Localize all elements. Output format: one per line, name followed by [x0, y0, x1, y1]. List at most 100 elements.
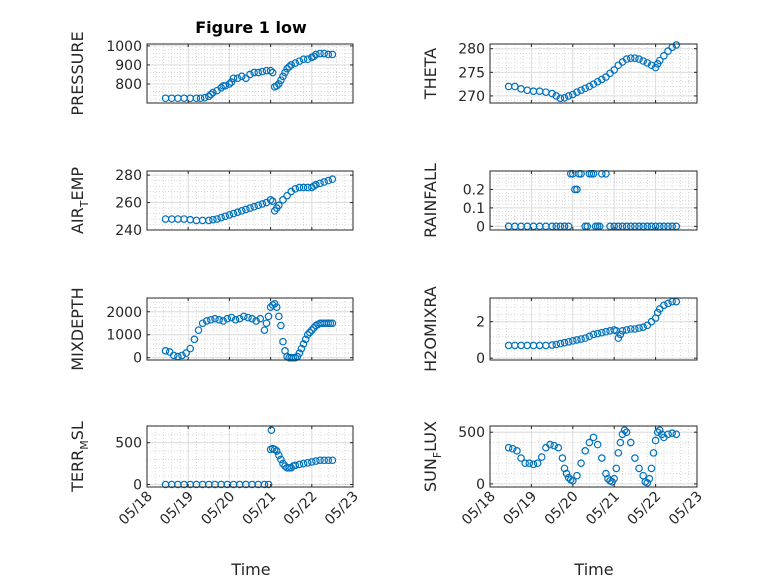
data-point [240, 312, 248, 321]
data-point [275, 451, 283, 460]
data-point [573, 471, 581, 480]
data-point [622, 326, 631, 334]
y-tick-label: 280 [458, 42, 485, 58]
data-point [649, 449, 658, 457]
data-point [262, 319, 271, 328]
panel-rainfall: 0 0.1 0.2 RAINFALL [421, 163, 698, 238]
data-point [223, 314, 232, 323]
minor-grid [490, 43, 697, 103]
data-point [266, 66, 275, 75]
data-point [508, 444, 517, 453]
data-point [250, 68, 258, 77]
data-point [227, 313, 236, 322]
x-axis-label-left: Time [230, 560, 270, 579]
data-point [626, 54, 635, 62]
data-point [248, 314, 256, 323]
axes-box [146, 43, 354, 104]
data-point [589, 433, 598, 442]
data-point [548, 89, 556, 98]
data-point [291, 59, 300, 67]
y-tick-label: 0 [476, 477, 485, 493]
data-point [279, 196, 287, 204]
data-point [303, 458, 312, 467]
data-point [209, 215, 217, 224]
data-point [639, 57, 647, 65]
series-mixdepth [161, 299, 337, 362]
data-point [651, 436, 660, 445]
y-tick-label: 800 [115, 77, 142, 93]
x-tick-label: 05/21 [240, 489, 280, 529]
data-point [205, 92, 213, 101]
y-tick-label: 2000 [106, 305, 142, 321]
y-tick-label: 275 [458, 65, 485, 81]
data-point [635, 324, 643, 332]
data-point [272, 447, 281, 455]
data-point [272, 82, 281, 90]
data-point [299, 459, 308, 468]
y-axis-label: SUNFLUX [421, 421, 444, 492]
data-point [573, 336, 581, 344]
series-air-temp [161, 175, 337, 225]
x-tick-label: 05/19 [500, 489, 540, 529]
data-point [283, 64, 291, 73]
data-point [229, 74, 238, 83]
data-point [192, 94, 201, 103]
data-point [597, 454, 606, 462]
axes-box [489, 170, 698, 231]
x-tick-label: 05/22 [281, 489, 321, 529]
data-point [258, 200, 267, 208]
data-point [558, 454, 567, 462]
data-point [295, 349, 304, 357]
data-point [653, 308, 662, 317]
data-point [229, 209, 238, 218]
data-point [310, 182, 318, 190]
data-point [295, 183, 304, 192]
data-point [186, 344, 195, 353]
series-pressure [161, 49, 337, 103]
data-point [593, 77, 602, 86]
data-point [533, 459, 542, 468]
data-point [312, 50, 320, 59]
data-point [655, 56, 664, 65]
data-point [307, 326, 316, 334]
data-point [299, 55, 308, 64]
panel-theta: 270 275 280 THETA [421, 41, 698, 105]
data-point [235, 314, 244, 323]
data-point [205, 216, 213, 225]
data-point [668, 429, 676, 438]
data-point [209, 88, 217, 97]
data-point [268, 68, 277, 77]
data-point [217, 83, 225, 92]
data-point [297, 344, 306, 353]
data-point [279, 72, 287, 81]
data-point [626, 325, 635, 333]
data-point [328, 50, 337, 59]
y-tick-label: 0.1 [463, 201, 485, 217]
data-point [585, 438, 594, 447]
data-point [626, 438, 635, 447]
x-axis-label-right: Time [573, 560, 613, 579]
data-point [664, 299, 672, 308]
data-point [593, 440, 602, 449]
y-tick-label: 1000 [106, 328, 142, 344]
y-tick-label: 900 [115, 58, 142, 74]
data-point [233, 74, 242, 83]
data-point [664, 47, 672, 55]
data-point [597, 75, 606, 84]
data-point [316, 49, 324, 58]
data-point [233, 208, 242, 216]
data-point [252, 317, 260, 325]
data-point [250, 202, 258, 211]
data-point [275, 201, 283, 210]
data-point [645, 474, 654, 483]
plot-area [147, 44, 353, 103]
data-point [225, 211, 234, 219]
y-tick-label: 500 [458, 425, 485, 441]
data-point [560, 338, 569, 347]
data-point [289, 353, 298, 362]
data-point [324, 319, 333, 328]
data-point [504, 443, 513, 452]
data-point [182, 349, 190, 357]
data-point [568, 337, 577, 345]
